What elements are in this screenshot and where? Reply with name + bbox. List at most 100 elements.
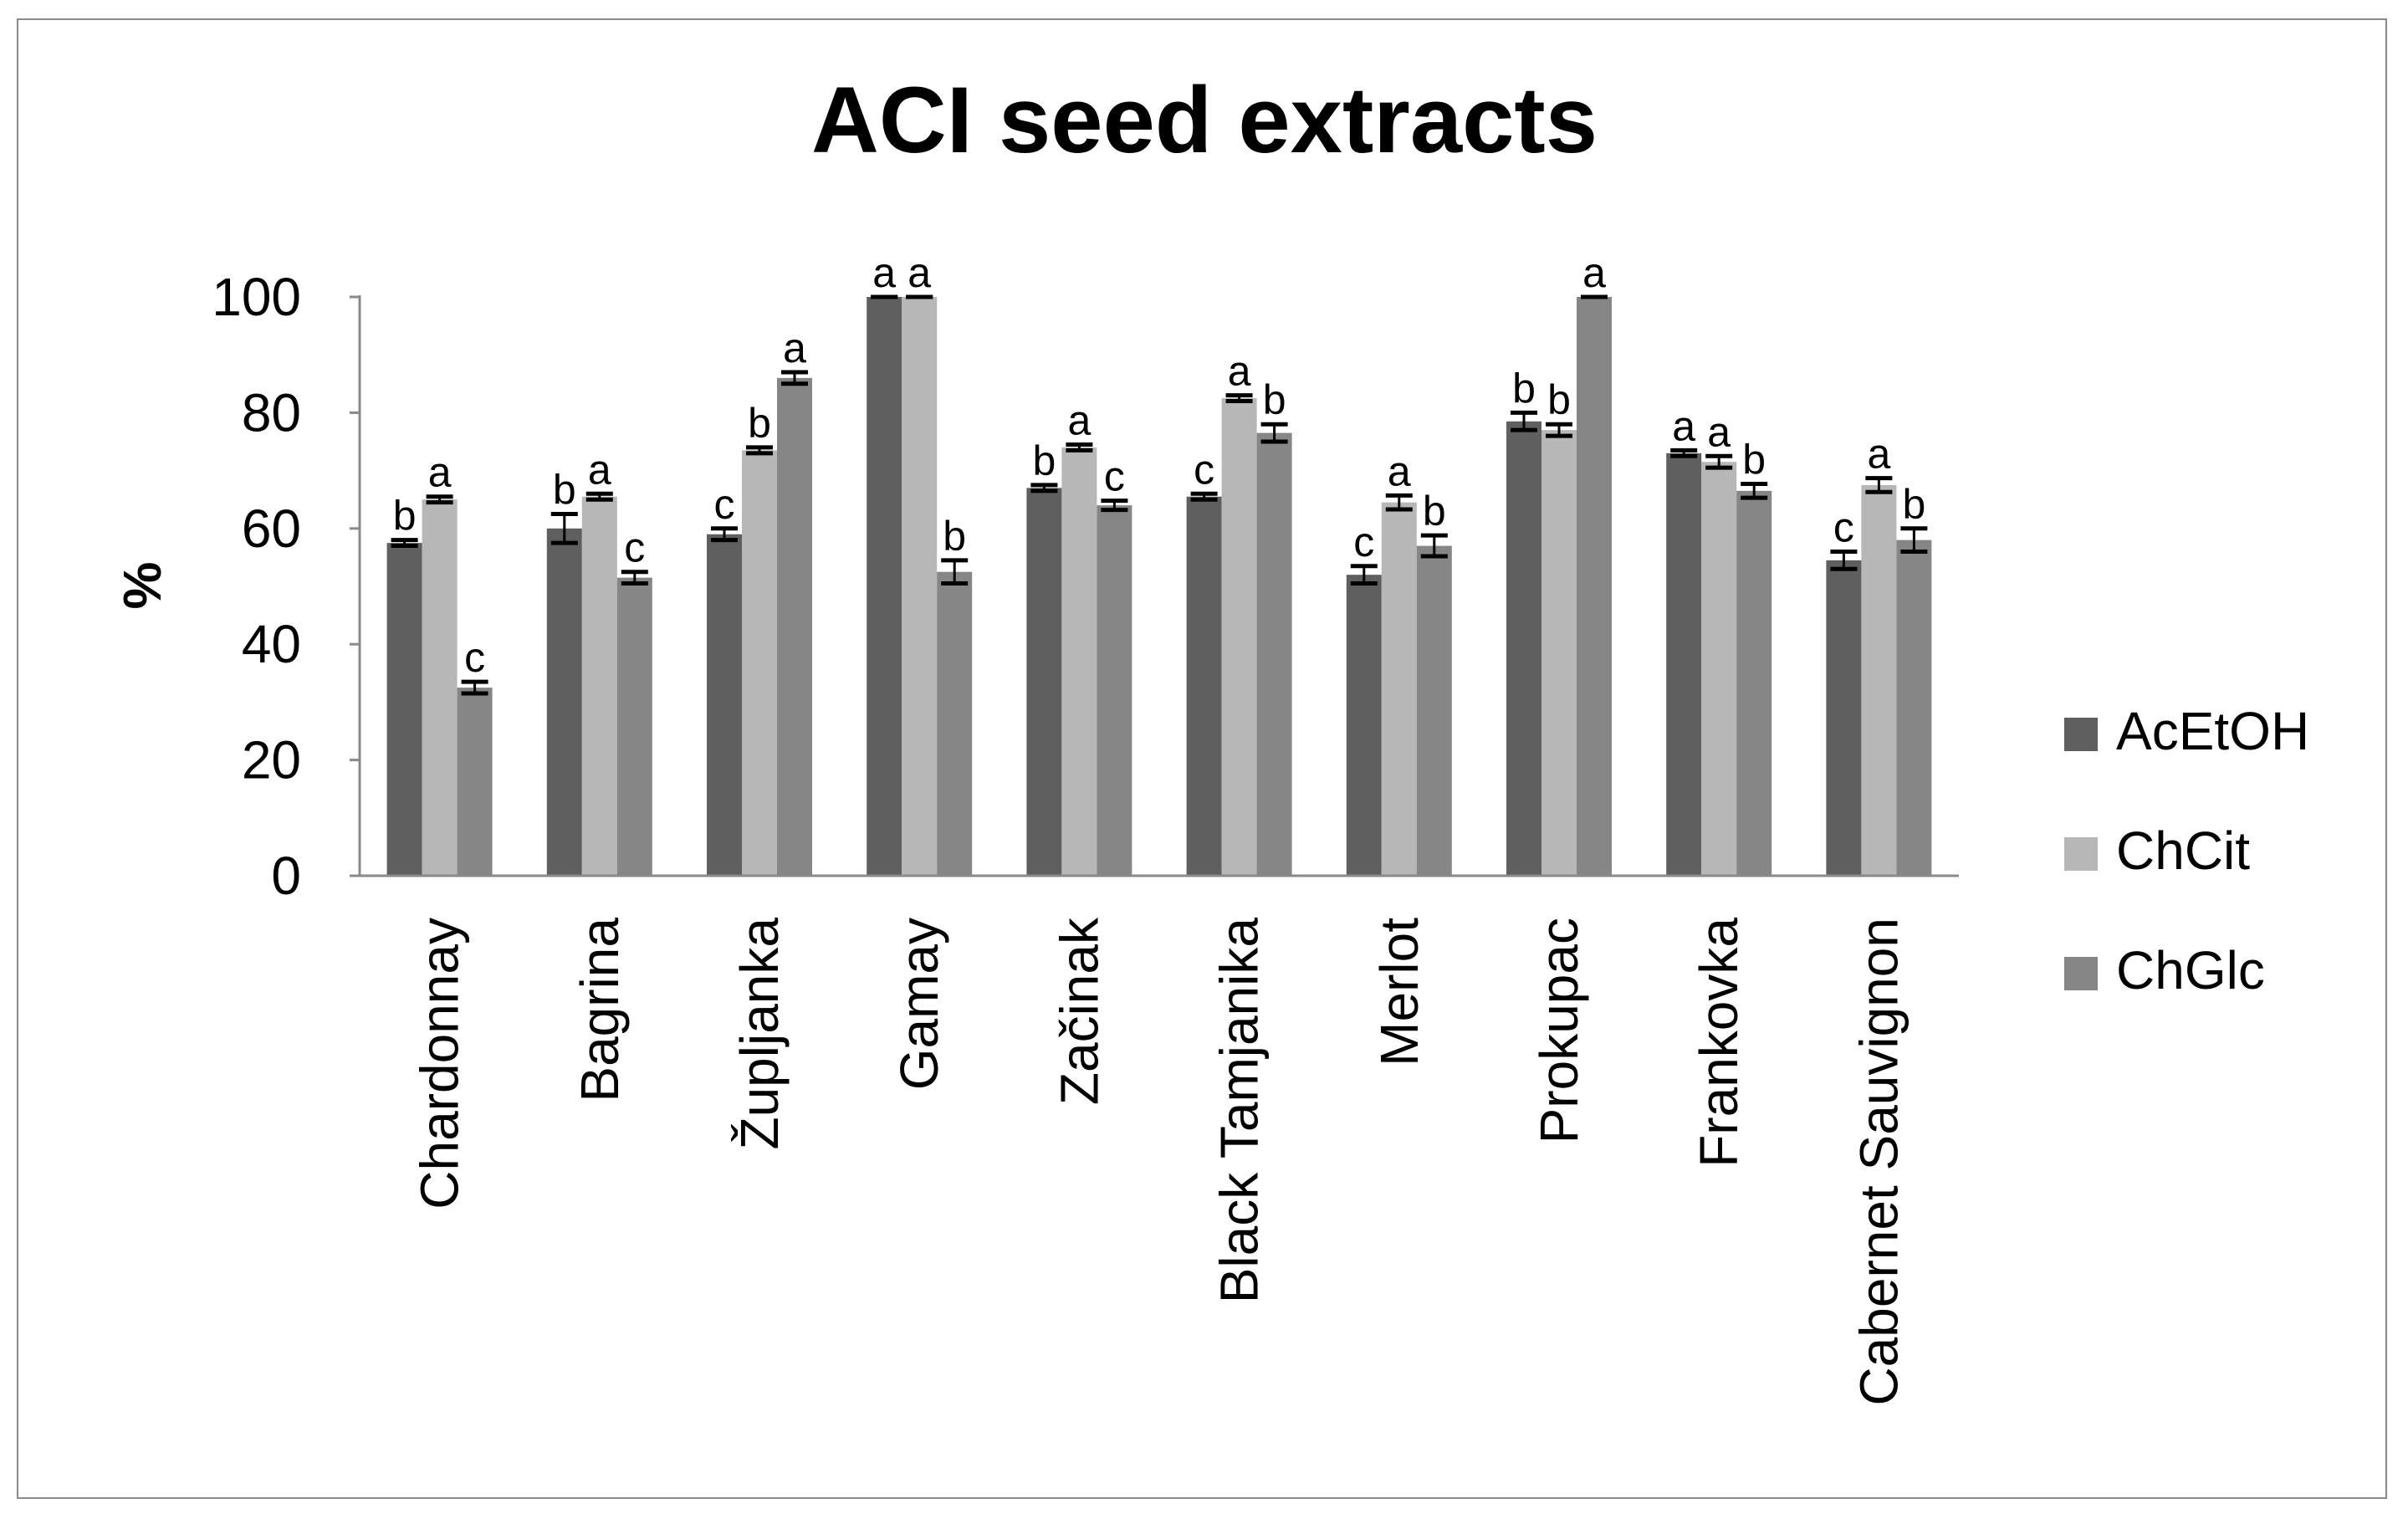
sig-label-chglc-1: c (624, 524, 645, 571)
error-bar-chcit-4 (1066, 442, 1093, 453)
bar-chcit-9 (1861, 484, 1897, 876)
error-bar-chglc-0 (461, 679, 488, 696)
error-bar-acetoh-5 (1190, 491, 1218, 502)
error-bar-chglc-8 (1741, 482, 1768, 500)
bar-chglc-3 (937, 571, 973, 876)
y-tick-label-2: 40 (242, 614, 301, 674)
sig-label-chglc-8: b (1742, 437, 1766, 483)
error-bar-acetoh-8 (1670, 447, 1698, 458)
y-tick-label-5: 100 (212, 267, 301, 327)
error-bar-chglc-4 (1101, 499, 1128, 513)
y-tick-label-4: 80 (242, 382, 301, 442)
bar-chglc-4 (1097, 505, 1132, 876)
bar-acetoh-6 (1346, 575, 1382, 876)
sig-label-acetoh-8: a (1672, 402, 1695, 449)
error-bar-acetoh-2 (711, 526, 738, 543)
sig-label-chglc-3: b (943, 513, 966, 560)
error-bar-chcit-6 (1385, 493, 1413, 512)
legend: AcEtOH ChCit ChGlc (2064, 701, 2309, 1000)
bar-acetoh-0 (386, 543, 422, 876)
chart-title: ACI seed extracts (811, 68, 1598, 172)
error-bar-chcit-5 (1225, 393, 1253, 404)
category-label-9: Cabernet Sauvignon (1848, 918, 1909, 1406)
legend-item-acetoh: AcEtOH (2064, 701, 2309, 761)
bars-layer (386, 297, 1932, 877)
sig-label-acetoh-1: b (553, 467, 576, 514)
error-bar-chglc-6 (1420, 533, 1448, 559)
bar-chglc-5 (1256, 432, 1292, 876)
bar-chcit-8 (1701, 462, 1737, 876)
bar-acetoh-9 (1826, 560, 1862, 876)
error-bar-acetoh-0 (391, 538, 418, 549)
sig-label-chcit-5: a (1228, 348, 1251, 395)
sig-label-chcit-9: a (1867, 431, 1890, 478)
sig-label-acetoh-2: c (714, 481, 735, 528)
bar-chglc-1 (616, 577, 652, 876)
bar-chcit-1 (581, 496, 617, 876)
bar-chglc-2 (777, 377, 812, 876)
sig-label-acetoh-0: b (393, 493, 417, 540)
legend-label-chcit: ChCit (2116, 821, 2250, 881)
bar-acetoh-2 (707, 534, 742, 876)
bar-acetoh-8 (1666, 453, 1702, 876)
error-bar-chglc-1 (621, 570, 648, 586)
bar-acetoh-7 (1506, 421, 1541, 876)
y-tick-label-0: 0 (271, 846, 301, 906)
bar-acetoh-5 (1186, 496, 1222, 876)
error-bar-chcit-8 (1705, 453, 1733, 470)
legend-swatch-acetoh (2064, 718, 2098, 751)
bar-chcit-7 (1541, 430, 1577, 876)
bar-acetoh-1 (546, 528, 582, 876)
category-label-1: Bagrina (570, 918, 630, 1102)
error-bar-chcit-2 (746, 445, 773, 456)
legend-swatch-chcit (2064, 837, 2098, 871)
sig-label-chglc-7: a (1582, 249, 1606, 296)
error-bar-acetoh-9 (1830, 549, 1858, 571)
axes-layer: Chardonnay Bagrina Župljanka Gamay Začinak Bl… (212, 267, 1959, 1406)
sig-label-acetoh-9: c (1833, 504, 1854, 550)
bar-acetoh-4 (1026, 488, 1062, 876)
legend-item-chcit: ChCit (2064, 821, 2250, 881)
bar-acetoh-3 (867, 297, 902, 876)
bar-chcit-5 (1221, 398, 1257, 877)
error-bar-acetoh-1 (550, 512, 578, 545)
error-bars-layer (391, 294, 1928, 696)
error-bar-chglc-5 (1260, 422, 1288, 444)
category-label-3: Gamay (889, 918, 949, 1090)
bar-chglc-7 (1577, 297, 1612, 876)
bar-chcit-0 (422, 499, 458, 876)
y-tick-label-1: 20 (242, 730, 301, 790)
error-bar-chglc-2 (781, 370, 808, 386)
bar-chglc-9 (1896, 540, 1932, 876)
sig-label-chglc-4: c (1104, 453, 1125, 500)
sig-label-chcit-3: a (907, 249, 931, 296)
sig-label-chcit-0: a (428, 449, 452, 496)
bar-chglc-6 (1416, 545, 1452, 876)
sig-label-chglc-5: b (1263, 376, 1286, 423)
category-label-8: Frankovka (1689, 918, 1749, 1168)
error-bar-chcit-1 (585, 491, 613, 502)
error-bar-acetoh-6 (1350, 564, 1378, 586)
sig-label-acetoh-3: a (872, 249, 896, 296)
sig-label-chcit-1: a (588, 446, 611, 493)
bar-chglc-8 (1736, 490, 1772, 876)
category-label-0: Chardonnay (410, 918, 470, 1209)
error-bar-chcit-9 (1865, 476, 1893, 494)
sig-label-acetoh-6: c (1353, 519, 1374, 565)
sig-label-chglc-0: c (464, 634, 485, 681)
bar-chcit-4 (1061, 447, 1097, 876)
sig-label-chglc-6: b (1423, 488, 1446, 534)
sig-label-acetoh-4: b (1032, 437, 1056, 484)
y-axis-label: % (112, 562, 172, 610)
category-label-4: Začinak (1049, 917, 1109, 1105)
sig-label-acetoh-7: b (1512, 365, 1536, 412)
legend-item-chglc: ChGlc (2064, 940, 2265, 1000)
category-label-7: Prokupac (1529, 918, 1589, 1143)
bar-chglc-0 (457, 688, 493, 876)
sig-label-chglc-9: b (1902, 481, 1925, 528)
legend-label-acetoh: AcEtOH (2116, 701, 2309, 761)
legend-label-chglc: ChGlc (2116, 940, 2265, 1000)
error-bar-chglc-9 (1900, 526, 1928, 554)
